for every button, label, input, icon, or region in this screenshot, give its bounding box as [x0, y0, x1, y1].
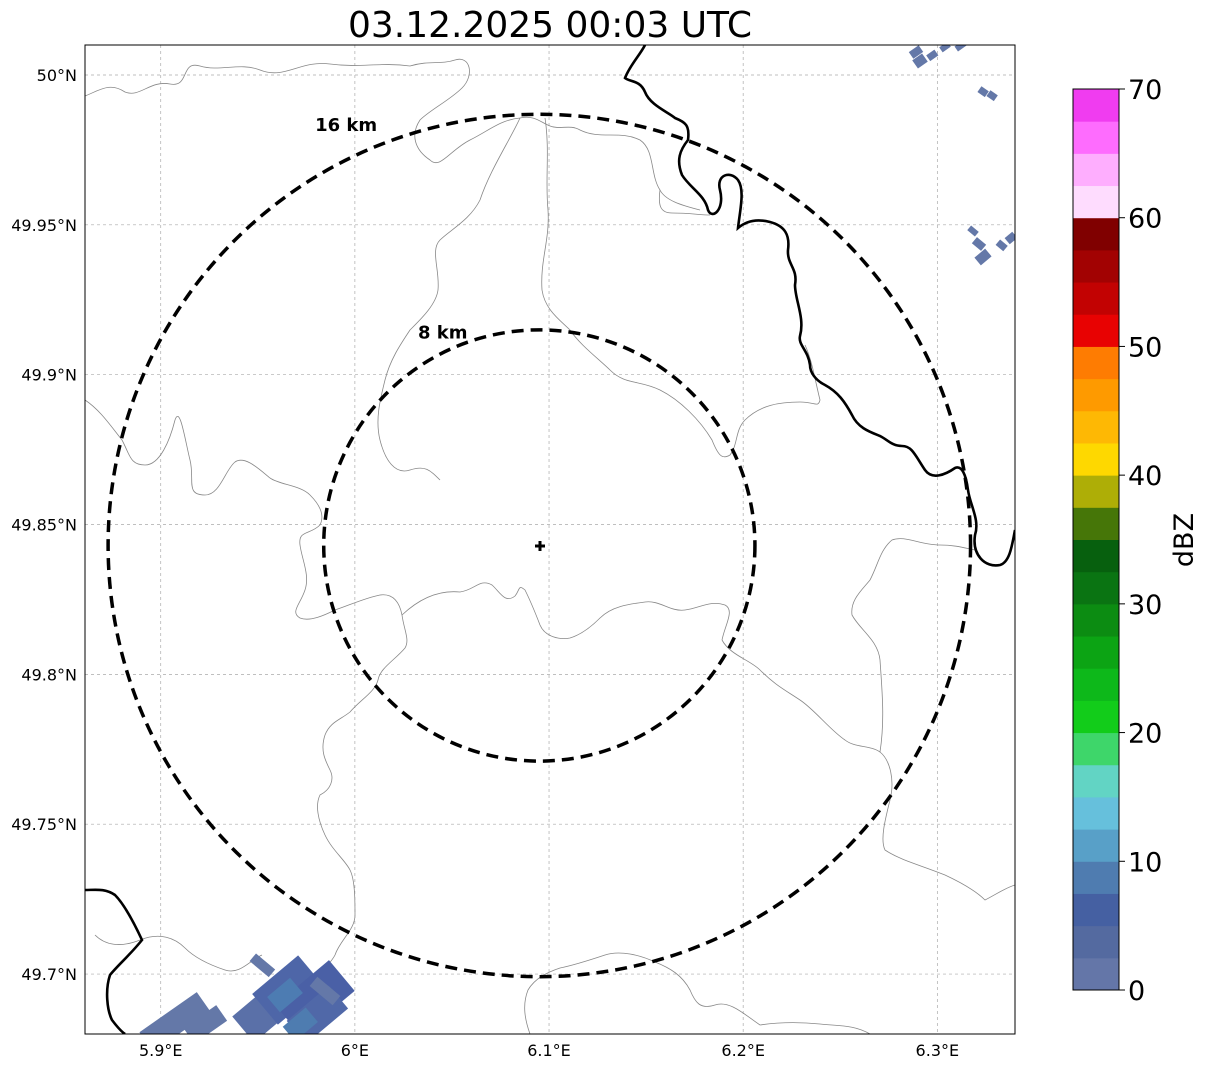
colorbar-segment: [1073, 346, 1119, 380]
range-ring: [106, 112, 973, 979]
border-line: [85, 399, 408, 1034]
national-border: [85, 45, 1015, 1034]
range-rings: [106, 112, 973, 979]
colorbar-segment: [1073, 217, 1119, 251]
colorbar-segment: [1073, 893, 1119, 927]
y-tick-label: 50°N: [37, 66, 77, 85]
y-tick-label: 49.9°N: [21, 366, 77, 385]
ring-labels: 8 km 16 km: [315, 115, 467, 343]
colorbar-segment: [1073, 764, 1119, 798]
border-line: [658, 189, 711, 216]
y-tick-label: 49.95°N: [11, 216, 77, 235]
y-tick-label: 49.8°N: [21, 665, 77, 684]
colorbar-segment: [1073, 539, 1119, 573]
colorbar-segment: [1073, 861, 1119, 894]
ring-label: 8 km: [418, 322, 468, 343]
border-line: [759, 1022, 871, 1034]
colorbar-tick-label: 20: [1128, 719, 1162, 750]
colorbar-tick-label: 40: [1128, 461, 1162, 492]
colorbar-segment: [1073, 507, 1119, 540]
y-axis: 50°N 49.95°N 49.9°N 49.85°N 49.8°N 49.75°N 49.…: [11, 66, 77, 984]
x-tick-label: 6°E: [341, 1041, 369, 1060]
x-tick-label: 6.1°E: [527, 1041, 571, 1060]
plot-frame: [84, 44, 1016, 1035]
colorbar-segment: [1073, 314, 1119, 347]
colorbar-segment: [1073, 603, 1119, 637]
border-line: [377, 117, 521, 481]
border-line: [94, 934, 263, 972]
colorbar-tick-label: 10: [1128, 847, 1162, 878]
colorbar-tick-label: 60: [1128, 204, 1162, 235]
colorbar-segment: [1073, 89, 1119, 122]
gridlines: [85, 45, 1015, 1034]
colorbar-segment: [1073, 957, 1119, 991]
border-line: [85, 58, 701, 211]
colorbar-segment: [1073, 378, 1119, 412]
ring-label: 16 km: [315, 115, 377, 136]
national-border-line: [623, 45, 1015, 567]
colorbar-frame: [1072, 88, 1120, 991]
colorbar-tick-label: 0: [1128, 976, 1145, 1007]
plot-area: [85, 45, 1015, 1034]
x-tick-label: 5.9°E: [139, 1041, 183, 1060]
colorbar-segment: [1073, 475, 1119, 508]
municipal-borders: [85, 58, 1015, 1034]
national-border-line: [85, 888, 144, 1034]
x-tick-label: 6.3°E: [916, 1041, 960, 1060]
colorbar-tick-label: 70: [1128, 75, 1162, 106]
y-tick-label: 49.7°N: [21, 965, 77, 984]
colorbar-segment: [1073, 925, 1119, 959]
colorbar-segment: [1073, 829, 1119, 862]
border-line: [721, 639, 1015, 901]
border-line: [401, 582, 730, 641]
colorbar-tick-label: 30: [1128, 590, 1162, 621]
echo-cluster: [908, 45, 1015, 266]
colorbar-label: dBZ: [1169, 513, 1200, 567]
colorbar-segment: [1073, 282, 1119, 315]
border-line: [524, 952, 761, 1034]
x-tick-label: 6.2°E: [721, 1041, 765, 1060]
colorbar-segment: [1073, 732, 1119, 766]
y-tick-label: 49.75°N: [11, 815, 77, 834]
colorbar-segment: [1073, 249, 1119, 283]
map-title: 03.12.2025 00:03 UTC: [347, 5, 753, 46]
colorbar: 0 10 20 30 40 50 60 70 dBZ: [1072, 75, 1200, 1007]
range-ring: [321, 328, 757, 763]
colorbar-segment: [1073, 700, 1119, 734]
border-line: [851, 538, 976, 753]
colorbar-segment: [1073, 410, 1119, 444]
colorbar-segment: [1073, 571, 1119, 605]
colorbar-segment: [1073, 121, 1119, 154]
colorbar-segment: [1073, 796, 1119, 830]
colorbar-segment: [1073, 668, 1119, 701]
radar-site-marker: [535, 541, 545, 551]
colorbar-tick-label: 50: [1128, 332, 1162, 363]
colorbar-segment: [1073, 153, 1119, 187]
colorbar-segment: [1073, 185, 1119, 219]
precipitation-echoes: [139, 45, 1015, 1034]
x-axis: 5.9°E 6°E 6.1°E 6.2°E 6.3°E: [139, 1041, 959, 1060]
echo-cluster-southwest: [139, 953, 355, 1034]
colorbar-segment: [1073, 636, 1119, 669]
y-tick-label: 49.85°N: [11, 516, 77, 535]
border-line: [541, 117, 821, 458]
colorbar-segment: [1073, 442, 1119, 476]
